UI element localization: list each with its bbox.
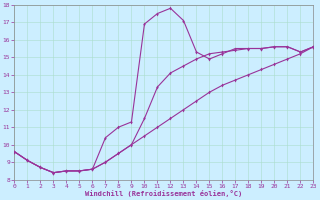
- X-axis label: Windchill (Refroidissement éolien,°C): Windchill (Refroidissement éolien,°C): [85, 190, 243, 197]
